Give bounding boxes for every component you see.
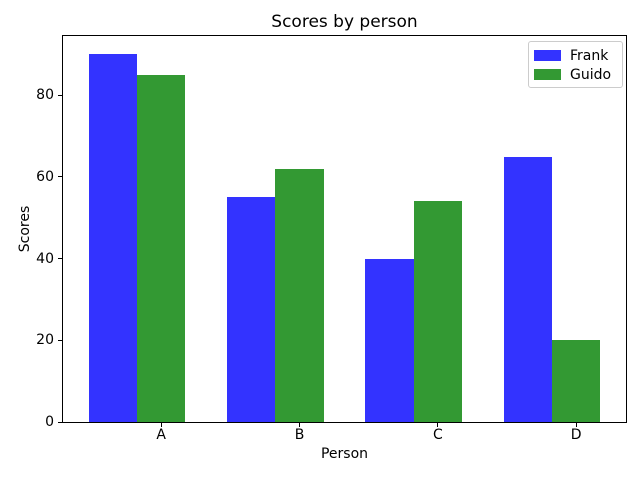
bar-guido-c [413,201,463,422]
y-tick-label-20: 20 [36,332,54,349]
bar-guido-d [551,340,601,422]
bar-frank-c [365,258,414,422]
x-tick-label-d: D [570,427,582,443]
bar-frank-b [226,197,276,422]
y-tick-mark [58,94,62,96]
x-tick-mark [575,423,577,427]
x-tick-label-c: C [432,427,443,443]
y-tick-mark [58,421,62,423]
x-tick-mark [437,423,439,427]
x-tick-label-b: B [294,427,305,443]
legend-swatch-guido [534,69,561,80]
y-tick-mark [58,258,62,260]
y-tick-label-0: 0 [45,414,54,430]
legend-item-frank: Frank [534,46,614,65]
legend-label-guido: Guido [570,66,612,83]
legend-swatch-frank [534,50,561,61]
chart-title: Scores by person [271,12,418,32]
x-axis-label: Person [320,446,369,462]
x-tick-mark [160,423,162,427]
bar-frank-d [503,156,552,422]
bar-frank-a [88,54,137,422]
y-tick-mark [58,339,62,341]
legend: Frank Guido [528,41,623,88]
y-axis-label: Scores [17,205,33,253]
legend-label-frank: Frank [570,47,609,64]
y-tick-label-80: 80 [36,87,54,104]
x-tick-mark [299,423,301,427]
x-tick-label-a: A [156,427,166,443]
y-tick-mark [58,176,62,178]
legend-item-guido: Guido [534,65,614,84]
bar-guido-a [137,74,186,422]
bar-guido-b [275,168,324,422]
y-tick-label-40: 40 [36,250,54,267]
y-tick-label-60: 60 [36,168,54,185]
plot-area [62,35,627,423]
